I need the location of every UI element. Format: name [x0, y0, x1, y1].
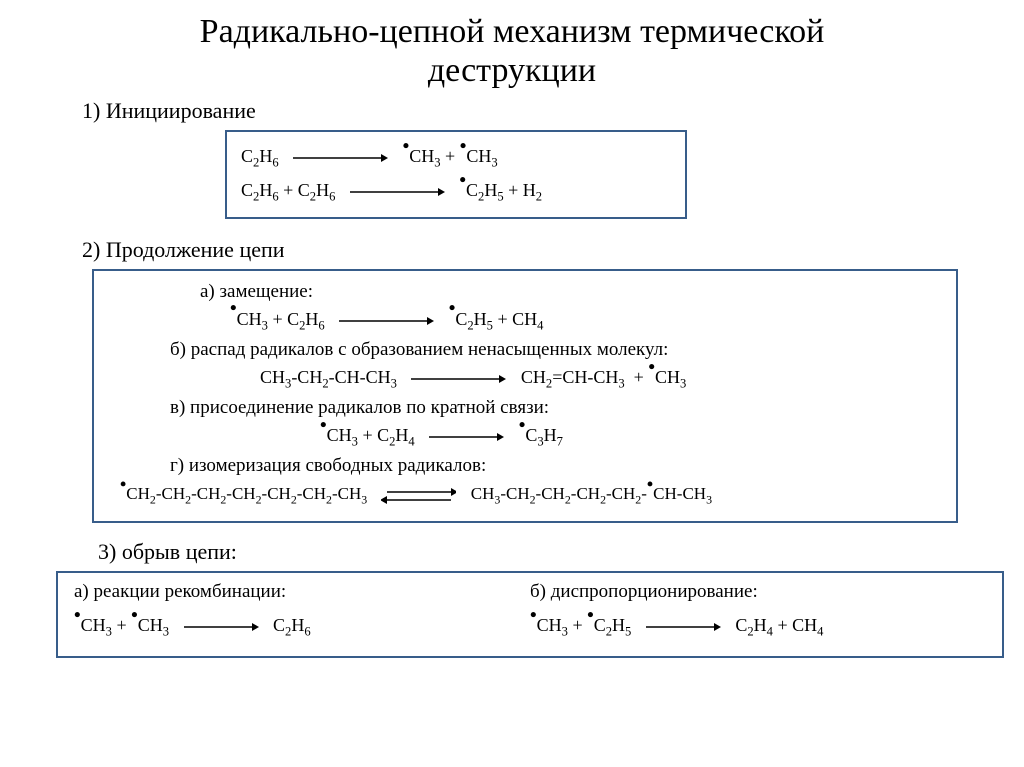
reaction-prop-a: •CH3 + C2H6 •C2H5 + CH4 [230, 303, 940, 337]
reaction-init-1: C2H6 •CH3 + •CH3 [241, 140, 671, 174]
section-3-label: 3) обрыв цепи: [98, 539, 1024, 565]
reaction-term-a: •CH3 + •CH3 C2H6 [74, 609, 530, 643]
termination-box: а) реакции рекомбинации: •CH3 + •CH3 C2H… [56, 571, 1004, 657]
page-title-line2: деструкции [428, 52, 596, 89]
reaction-prop-d: •CH2-CH2-CH2-CH2-CH2-CH2-CH3 CH3-CH2-CH2… [120, 477, 940, 511]
sub-a-label: а) замещение: [200, 281, 940, 303]
reaction-prop-b: CH3-CH2-CH-CH3 CH2=CH-CH3 + •CH3 [260, 361, 940, 395]
page-title-line1: Радикально-цепной механизм термической [200, 13, 825, 50]
sub-b-label: б) распад радикалов с образованием ненас… [170, 339, 940, 361]
section-2-label: 2) Продолжение цепи [82, 237, 1024, 263]
reaction-term-b: •CH3 + •C2H5 C2H4 + CH4 [530, 609, 986, 643]
reaction-init-2: C2H6 + C2H6 •C2H5 + H2 [241, 174, 671, 208]
initiation-box: C2H6 •CH3 + •CH3 C2H6 + C2H6 •C2H5 + H2 [225, 130, 687, 219]
sub-c-label: в) присоединение радикалов по кратной св… [170, 397, 940, 419]
reaction-prop-c: •CH3 + C2H4 •C3H7 [320, 419, 940, 453]
propagation-box: а) замещение: •CH3 + C2H6 •C2H5 + CH4 б)… [92, 269, 958, 524]
sub-d-label: г) изомеризация свободных радикалов: [170, 455, 940, 477]
section-1-label: 1) Инициирование [82, 98, 1024, 124]
term-b-label: б) диспропорционирование: [530, 581, 986, 603]
term-a-label: а) реакции рекомбинации: [74, 581, 530, 603]
